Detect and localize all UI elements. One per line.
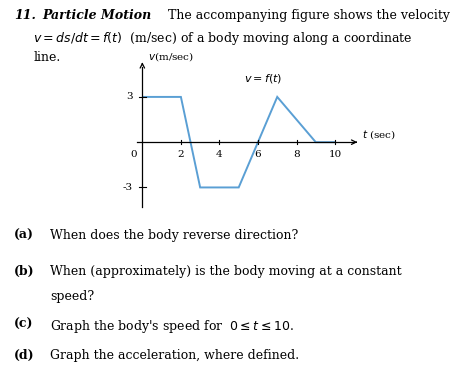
Text: When does the body reverse direction?: When does the body reverse direction? [50,229,298,242]
Text: -3: -3 [123,183,133,192]
Text: $v$(m/sec): $v$(m/sec) [148,50,194,63]
Text: (c): (c) [14,318,34,331]
Text: (b): (b) [14,265,35,278]
Text: The accompanying figure shows the velocity: The accompanying figure shows the veloci… [168,9,450,22]
Text: Particle Motion: Particle Motion [43,9,152,22]
Text: $v = f(t)$: $v = f(t)$ [245,72,283,85]
Text: speed?: speed? [50,290,94,303]
Text: When (approximately) is the body moving at a constant: When (approximately) is the body moving … [50,265,401,278]
Text: 6: 6 [255,150,261,159]
Text: (d): (d) [14,349,35,361]
Text: 0: 0 [130,151,137,159]
Text: 4: 4 [216,150,223,159]
Text: 11.: 11. [14,9,36,22]
Text: 2: 2 [178,150,184,159]
Text: $v = ds/dt = f(t)$  (m/sec) of a body moving along a coordinate: $v = ds/dt = f(t)$ (m/sec) of a body mov… [33,30,413,47]
Text: $t$ (sec): $t$ (sec) [362,128,396,141]
Text: Graph the body's speed for  $0 \leq t \leq 10$.: Graph the body's speed for $0 \leq t \le… [50,318,293,335]
Text: (a): (a) [14,229,34,242]
Text: 8: 8 [293,150,300,159]
Text: 3: 3 [126,92,133,101]
Text: Graph the acceleration, where defined.: Graph the acceleration, where defined. [50,349,299,361]
Text: 10: 10 [328,150,342,159]
Text: line.: line. [33,51,60,64]
